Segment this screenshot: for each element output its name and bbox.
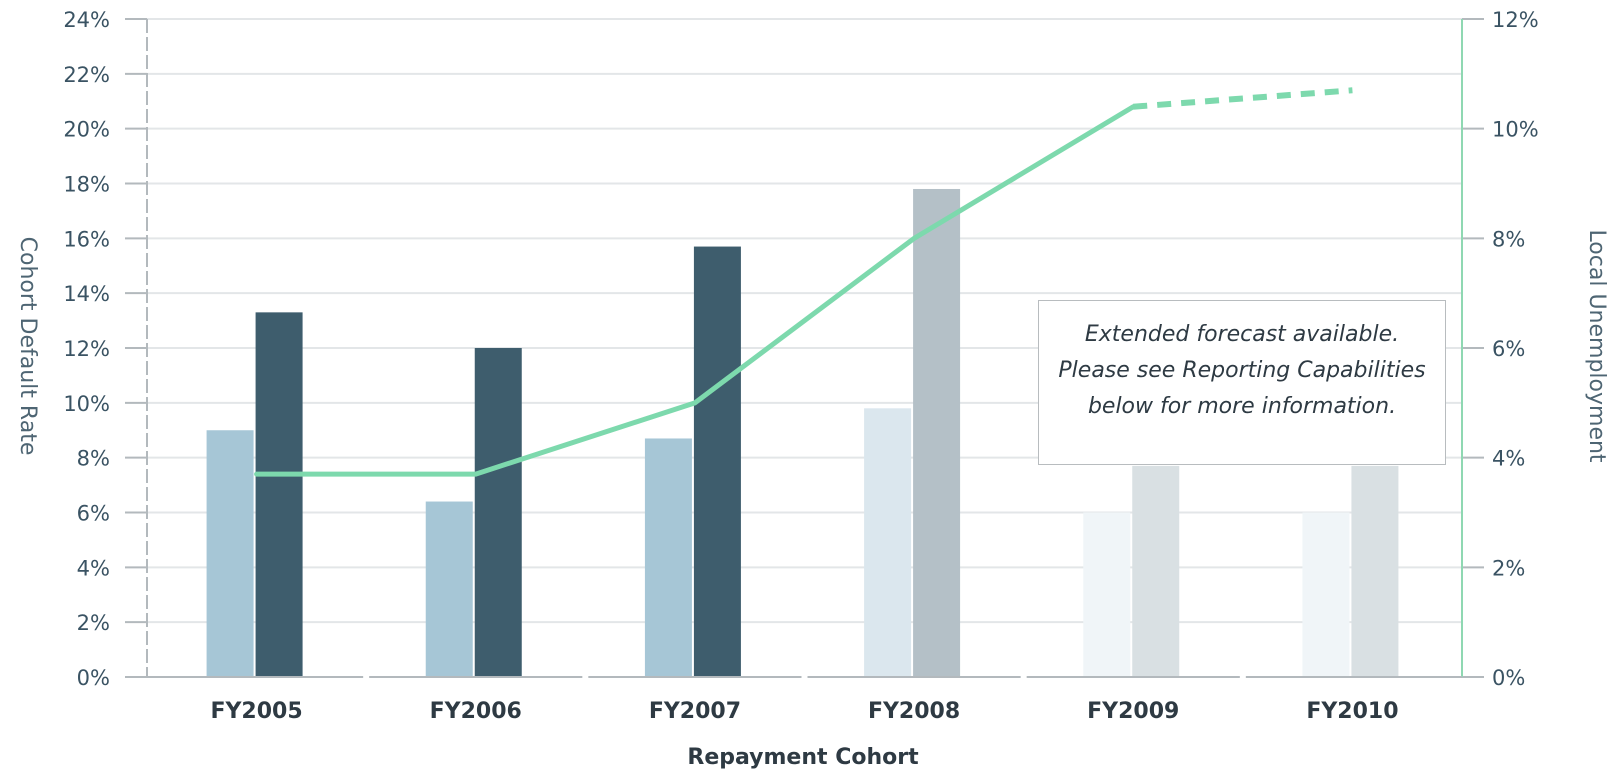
x-tick-label: FY2008 (868, 699, 960, 724)
y-axis-title: Cohort Default Rate (15, 237, 40, 456)
bar-series-1 (1302, 512, 1350, 677)
axes (125, 18, 1484, 679)
x-tick-label: FY2007 (649, 699, 741, 724)
unemployment-line-actual (254, 104, 1136, 477)
y-tick-label: 20% (63, 118, 110, 142)
y2-tick-label: 4% (1492, 447, 1525, 471)
category-labels: FY2005 FY2006 FY2007 FY2008 FY2009 FY2010 (210, 699, 1398, 724)
bar-series-2 (255, 312, 303, 677)
y-tick-label: 2% (77, 611, 110, 635)
y-tick-label: 14% (63, 282, 110, 306)
gridlines (147, 18, 1462, 624)
y-tick-label: 18% (63, 173, 110, 197)
bar-series-2 (693, 246, 741, 677)
bar-series-1 (425, 501, 473, 677)
tick-labels: 0% 2% 4% 6% 8% 10% 12% 14% 16% 18% 20% 22% 24% 0% 2% 4%… (63, 8, 1538, 690)
y-tick-label: 22% (63, 63, 110, 87)
bar-series-1 (1083, 512, 1131, 677)
bar-series-2 (913, 188, 961, 677)
bar-series-1 (206, 430, 254, 677)
bar-series-1 (644, 438, 692, 677)
y-tick-label: 8% (77, 447, 110, 471)
x-tick-label: FY2006 (430, 699, 522, 724)
y2-tick-label: 12% (1492, 8, 1539, 32)
unemployment-line (254, 87, 1353, 477)
forecast-note: Extended forecast available. Please see … (1038, 300, 1446, 465)
bar-series-1 (864, 408, 912, 677)
y-tick-label: 0% (77, 666, 110, 690)
forecast-note-text: Extended forecast available. Please see … (1058, 322, 1426, 419)
bar-series-2 (1351, 465, 1399, 677)
y2-tick-label: 0% (1492, 666, 1525, 690)
y-tick-label: 12% (63, 337, 110, 361)
y2-tick-label: 6% (1492, 337, 1525, 361)
bar-series-2 (474, 348, 522, 677)
y-tick-label: 4% (77, 556, 110, 580)
y-tick-label: 16% (63, 227, 110, 251)
x-tick-label: FY2009 (1087, 699, 1179, 724)
x-tick-label: FY2010 (1306, 699, 1398, 724)
y-tick-label: 6% (77, 502, 110, 526)
y2-tick-label: 8% (1492, 227, 1525, 251)
y2-tick-label: 2% (1492, 556, 1525, 580)
bars (206, 188, 1399, 677)
x-axis-title: Repayment Cohort (687, 745, 919, 770)
y-tick-label: 24% (63, 8, 110, 32)
bar-series-2 (1132, 465, 1180, 677)
y2-axis-title: Local Unemployment (1584, 229, 1609, 462)
y-tick-label: 10% (63, 392, 110, 416)
y2-tick-label: 10% (1492, 118, 1539, 142)
unemployment-line-forecast (1133, 87, 1353, 110)
x-tick-label: FY2005 (210, 699, 302, 724)
